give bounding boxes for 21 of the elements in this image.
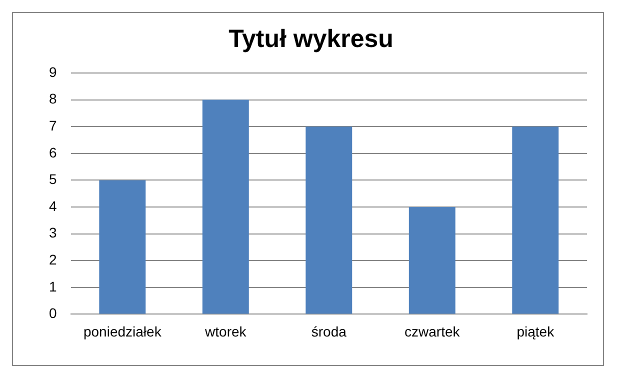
bar — [408, 207, 456, 314]
x-tick-label: piątek — [516, 323, 556, 340]
y-tick-label: 9 — [48, 64, 57, 80]
chart-title: Tytuł wykresu — [228, 24, 394, 53]
x-tick-label: czwartek — [404, 323, 461, 340]
y-tick-label: 6 — [48, 144, 57, 160]
y-tick-label: 7 — [48, 117, 57, 134]
bar — [99, 180, 146, 314]
bar — [512, 126, 559, 314]
y-tick-label: 3 — [48, 224, 57, 241]
x-tick-label: wtorek — [204, 323, 248, 340]
y-tick-label: 1 — [48, 278, 57, 294]
x-tick-label: środa — [311, 323, 347, 340]
bar — [306, 126, 352, 314]
bar — [202, 100, 249, 314]
y-tick-label: 4 — [48, 198, 57, 214]
y-tick-label: 0 — [48, 305, 57, 322]
y-tick-label: 8 — [48, 90, 57, 107]
y-tick-label: 5 — [48, 171, 57, 188]
x-tick-label: poniedziałek — [83, 323, 162, 340]
y-tick-label: 2 — [48, 251, 57, 268]
